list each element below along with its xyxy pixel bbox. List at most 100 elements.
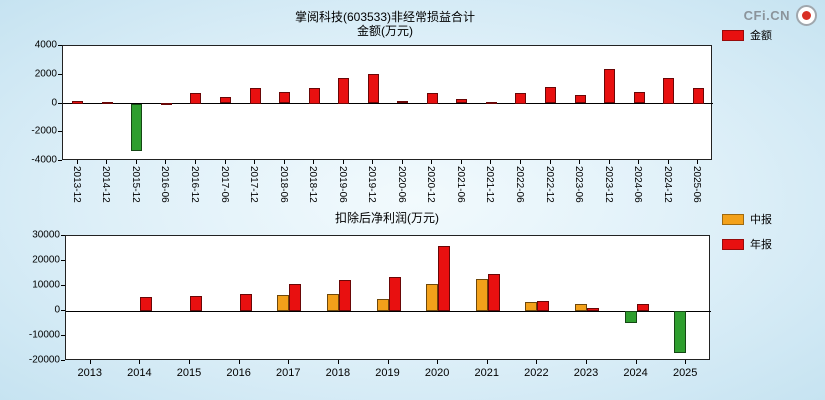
x-axis-label: 2017-06 bbox=[218, 166, 230, 203]
legend-swatch-amount bbox=[722, 29, 744, 41]
x-axis-label: 2024-06 bbox=[632, 166, 644, 203]
x-tick-mark bbox=[238, 360, 240, 364]
y-tick-mark bbox=[61, 310, 65, 311]
x-tick-mark bbox=[579, 160, 581, 164]
y-axis-label: 2000 bbox=[34, 68, 57, 80]
bar bbox=[586, 308, 599, 311]
bar bbox=[160, 103, 172, 106]
x-tick-mark bbox=[437, 360, 439, 364]
y-axis-label: 0 bbox=[51, 97, 57, 108]
y-tick-mark bbox=[61, 335, 65, 336]
top-chart-subtitle: 金额(万元) bbox=[357, 24, 413, 38]
x-axis-label: 2025-06 bbox=[691, 166, 703, 203]
bar bbox=[367, 74, 379, 104]
zero-axis-line bbox=[66, 310, 711, 312]
x-axis-label: 2014-12 bbox=[100, 166, 112, 203]
bar bbox=[574, 304, 587, 311]
bar bbox=[72, 101, 84, 104]
y-tick-mark bbox=[58, 131, 62, 133]
bar bbox=[338, 280, 351, 311]
x-tick-mark bbox=[697, 160, 699, 164]
x-axis-label: 2016-12 bbox=[188, 166, 200, 203]
x-tick-mark bbox=[337, 360, 339, 364]
bar bbox=[663, 78, 675, 104]
bar bbox=[487, 274, 500, 311]
x-axis-label: 2017 bbox=[276, 367, 301, 379]
x-axis-label: 2013-12 bbox=[70, 166, 82, 203]
x-axis-label: 2022-12 bbox=[543, 166, 555, 203]
x-tick-mark bbox=[490, 160, 492, 164]
y-tick-mark bbox=[58, 102, 62, 104]
x-tick-mark bbox=[139, 360, 141, 364]
x-axis-label: 2022-06 bbox=[513, 166, 525, 203]
x-axis-label: 2023 bbox=[573, 367, 599, 379]
bar bbox=[338, 78, 350, 104]
bar bbox=[397, 101, 409, 104]
bar bbox=[438, 246, 451, 311]
bar bbox=[426, 93, 438, 104]
x-tick-mark bbox=[635, 360, 637, 364]
bar bbox=[190, 296, 203, 311]
x-axis-label: 2014 bbox=[127, 367, 152, 379]
x-axis-label: 2022 bbox=[524, 367, 549, 379]
x-tick-mark bbox=[372, 160, 374, 164]
bottom-chart-title: 扣除后净利润(万元) bbox=[335, 211, 439, 225]
bar bbox=[220, 97, 231, 104]
y-axis-label: -2000 bbox=[31, 125, 57, 137]
bar bbox=[456, 99, 468, 104]
y-axis-label: 4000 bbox=[34, 39, 57, 51]
top-chart-legend: 金额 bbox=[722, 27, 772, 43]
bar bbox=[239, 294, 252, 311]
x-tick-mark bbox=[288, 360, 290, 364]
x-tick-mark bbox=[401, 160, 403, 164]
x-axis-label: 2018-12 bbox=[307, 166, 319, 203]
x-tick-mark bbox=[585, 360, 587, 364]
bar bbox=[674, 311, 687, 353]
x-axis-label: 2020 bbox=[424, 367, 450, 379]
x-axis-label: 2023-12 bbox=[602, 166, 614, 203]
y-axis-label: -4000 bbox=[31, 154, 57, 166]
bar bbox=[636, 304, 649, 311]
bottom-chart-plot bbox=[65, 235, 711, 360]
x-tick-mark bbox=[460, 160, 462, 164]
bar bbox=[475, 279, 488, 311]
x-axis-label: 2021-12 bbox=[484, 166, 496, 203]
x-tick-mark bbox=[342, 160, 344, 164]
legend-swatch-annual bbox=[722, 238, 744, 250]
x-axis-label: 2016 bbox=[226, 367, 251, 379]
y-axis-label: -20000 bbox=[28, 354, 60, 366]
x-tick-mark bbox=[387, 360, 389, 364]
legend-item-annual: 年报 bbox=[722, 236, 772, 252]
x-axis-label: 2013 bbox=[77, 367, 103, 379]
x-tick-mark bbox=[106, 160, 108, 164]
bar bbox=[101, 102, 113, 105]
x-axis-label: 2023-06 bbox=[573, 166, 585, 203]
y-axis-label: 20000 bbox=[32, 254, 60, 266]
x-tick-mark bbox=[189, 360, 191, 364]
bar bbox=[131, 103, 143, 151]
x-tick-mark bbox=[536, 360, 538, 364]
x-tick-mark bbox=[165, 160, 167, 164]
cfi-logo-icon bbox=[796, 5, 817, 26]
x-tick-mark bbox=[685, 360, 687, 364]
x-tick-mark bbox=[254, 160, 256, 164]
x-axis-label: 2019-06 bbox=[336, 166, 348, 203]
bar bbox=[633, 92, 645, 104]
x-axis-label: 2019-12 bbox=[366, 166, 378, 203]
y-tick-mark bbox=[58, 45, 62, 46]
y-tick-mark bbox=[61, 360, 65, 361]
x-tick-mark bbox=[194, 160, 196, 164]
y-axis-label: 0 bbox=[54, 304, 60, 316]
legend-item-interim: 中报 bbox=[722, 211, 772, 227]
bar bbox=[525, 302, 538, 311]
bar bbox=[604, 69, 616, 104]
x-tick-mark bbox=[608, 160, 610, 164]
bar bbox=[388, 277, 401, 311]
x-tick-mark bbox=[313, 160, 315, 164]
x-tick-mark bbox=[486, 360, 488, 364]
legend-label-amount: 金额 bbox=[750, 30, 772, 42]
x-tick-mark bbox=[667, 160, 669, 164]
bar bbox=[376, 299, 389, 311]
x-tick-mark bbox=[549, 160, 551, 164]
